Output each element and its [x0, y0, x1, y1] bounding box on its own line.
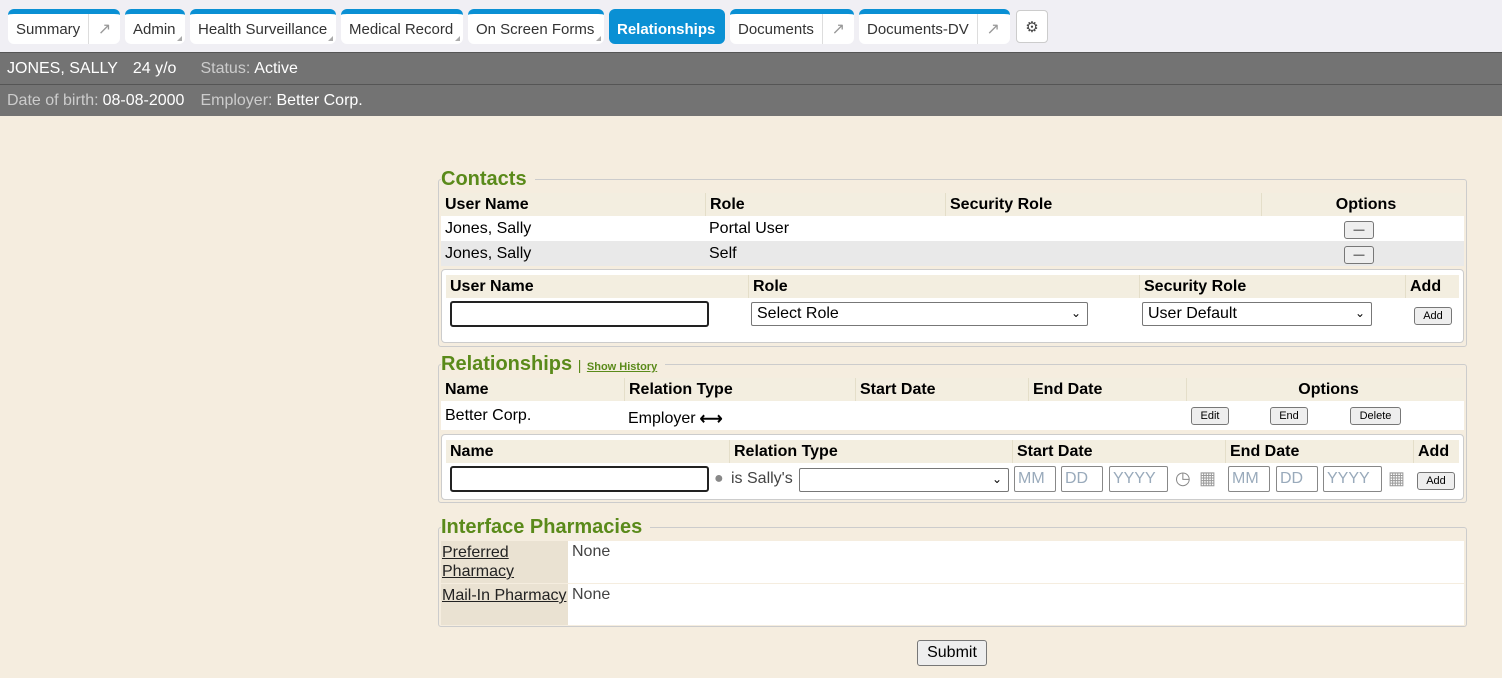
- help-icon[interactable]: ●: [714, 470, 724, 487]
- external-link-icon[interactable]: ↗: [88, 14, 120, 44]
- end-month-input[interactable]: MM: [1228, 466, 1270, 492]
- end-relationship-button[interactable]: End: [1270, 407, 1308, 425]
- tab-on-screen-forms[interactable]: On Screen Forms: [468, 9, 604, 44]
- patient-employer: Better Corp.: [276, 91, 363, 109]
- chevron-down-icon: ⌄: [991, 472, 1002, 486]
- add-contact-button[interactable]: Add: [1414, 307, 1452, 325]
- pharmacy-row: Preferred Pharmacy None: [441, 541, 1464, 583]
- pharmacies-section: Interface Pharmacies Preferred Pharmacy …: [438, 516, 1467, 627]
- end-year-input[interactable]: YYYY: [1323, 466, 1382, 492]
- dropdown-corner-icon: [328, 36, 333, 41]
- table-row: Better Corp. Employer ⟷ Edit End Delete: [441, 401, 1464, 430]
- add-contact-form: User Name Role Security Role Add Select …: [441, 269, 1464, 343]
- role-select[interactable]: Select Role ⌄: [751, 302, 1088, 326]
- external-link-icon[interactable]: ↗: [976, 14, 1009, 44]
- tab-health-surveillance[interactable]: Health Surveillance: [190, 9, 336, 44]
- bidirectional-arrow-icon: ⟷: [699, 410, 723, 428]
- dropdown-corner-icon: [455, 36, 460, 41]
- submit-button[interactable]: Submit: [917, 640, 987, 666]
- start-day-input[interactable]: DD: [1061, 466, 1103, 492]
- gears-icon[interactable]: ⚙: [1016, 10, 1048, 43]
- patient-subheader: Date of birth: 08-08-2000 Employer: Bett…: [0, 84, 1502, 116]
- tab-documents[interactable]: Documents ↗: [730, 9, 854, 44]
- contacts-header: User Name Role Security Role Options: [441, 193, 1464, 216]
- pharmacies-title: Interface Pharmacies: [441, 516, 651, 538]
- calendar-icon[interactable]: ▦: [1199, 468, 1217, 488]
- pharmacy-row: Mail-In Pharmacy None: [441, 584, 1464, 625]
- delete-relationship-button[interactable]: Delete: [1350, 407, 1401, 425]
- dropdown-corner-icon: [596, 36, 601, 41]
- external-link-icon[interactable]: ↗: [821, 14, 854, 44]
- calendar-icon[interactable]: ▦: [1388, 468, 1406, 488]
- table-row: Jones, Sally Self —: [441, 241, 1464, 266]
- relationships-section: Relationships | Show History Name Relati…: [438, 353, 1467, 503]
- remove-contact-button[interactable]: —: [1344, 221, 1374, 239]
- patient-header: JONES, SALLY 24 y/o Status: Active: [0, 52, 1502, 84]
- patient-age: 24 y/o: [132, 59, 177, 77]
- show-history-link[interactable]: Show History: [586, 361, 658, 373]
- tab-admin[interactable]: Admin: [125, 9, 185, 44]
- tab-relationships[interactable]: Relationships: [609, 9, 725, 44]
- relation-type-select[interactable]: ⌄: [799, 468, 1009, 492]
- remove-contact-button[interactable]: —: [1344, 246, 1374, 264]
- start-year-input[interactable]: YYYY: [1109, 466, 1168, 492]
- table-row: Jones, Sally Portal User —: [441, 216, 1464, 241]
- user-name-input[interactable]: [450, 301, 709, 327]
- edit-relationship-button[interactable]: Edit: [1191, 407, 1229, 425]
- patient-dob: 08-08-2000: [102, 91, 185, 109]
- preferred-pharmacy-link[interactable]: Preferred Pharmacy: [442, 544, 515, 580]
- tab-summary[interactable]: Summary ↗: [8, 9, 120, 44]
- chevron-down-icon: ⌄: [1354, 306, 1365, 320]
- contacts-section: Contacts User Name Role Security Role Op…: [438, 168, 1467, 347]
- tab-bar: Summary ↗ Admin Health Surveillance Medic…: [0, 0, 1502, 52]
- add-relationship-button[interactable]: Add: [1417, 472, 1455, 490]
- contacts-title: Contacts: [441, 168, 535, 190]
- mail-in-pharmacy-link[interactable]: Mail-In Pharmacy: [442, 587, 567, 604]
- start-month-input[interactable]: MM: [1014, 466, 1056, 492]
- security-role-select[interactable]: User Default ⌄: [1142, 302, 1372, 326]
- end-day-input[interactable]: DD: [1276, 466, 1318, 492]
- tab-medical-record[interactable]: Medical Record: [341, 9, 463, 44]
- add-relationship-form: Name Relation Type Start Date End Date A…: [441, 434, 1464, 500]
- relationship-name-input[interactable]: [450, 466, 709, 492]
- patient-name: JONES, SALLY: [7, 59, 118, 77]
- clock-icon[interactable]: ◷: [1175, 468, 1191, 488]
- dropdown-corner-icon: [177, 36, 182, 41]
- chevron-down-icon: ⌄: [1070, 306, 1081, 320]
- patient-status: Active: [254, 59, 298, 77]
- relationships-title: Relationships | Show History: [441, 353, 666, 378]
- tab-documents-dv[interactable]: Documents-DV ↗: [859, 9, 1010, 44]
